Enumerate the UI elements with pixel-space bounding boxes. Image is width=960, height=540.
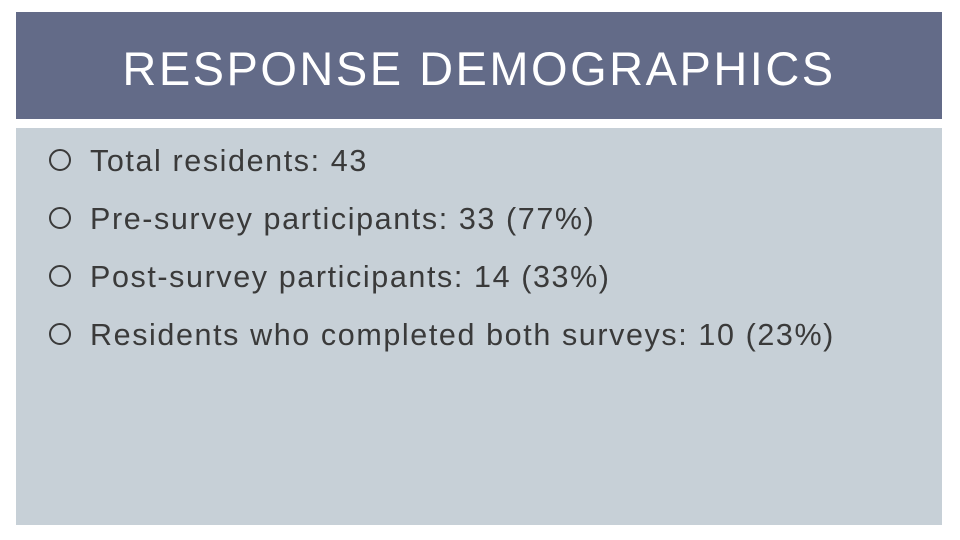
content-box: Total residents: 43 Pre-survey participa… [16, 128, 942, 525]
bullet-text: Pre-survey participants: 33 (77%) [90, 202, 596, 236]
circle-bullet-icon [49, 265, 71, 287]
bullet-text: Residents who completed both surveys: 10… [90, 318, 835, 352]
circle-bullet-icon [49, 323, 71, 345]
bullet-item-total-residents: Total residents: 43 [16, 142, 942, 180]
bullet-item-post-survey: Post-survey participants: 14 (33%) [16, 258, 942, 296]
circle-bullet-icon [49, 149, 71, 171]
bullet-item-both-surveys: Residents who completed both surveys: 10… [16, 316, 942, 354]
bullet-list: Total residents: 43 Pre-survey participa… [16, 142, 942, 374]
bullet-item-pre-survey: Pre-survey participants: 33 (77%) [16, 200, 942, 238]
bullet-text: Post-survey participants: 14 (33%) [90, 260, 611, 294]
title-bar: RESPONSE DEMOGRAPHICS [16, 12, 942, 119]
bullet-text: Total residents: 43 [90, 144, 368, 178]
circle-bullet-icon [49, 207, 71, 229]
slide-title: RESPONSE DEMOGRAPHICS [122, 42, 836, 95]
